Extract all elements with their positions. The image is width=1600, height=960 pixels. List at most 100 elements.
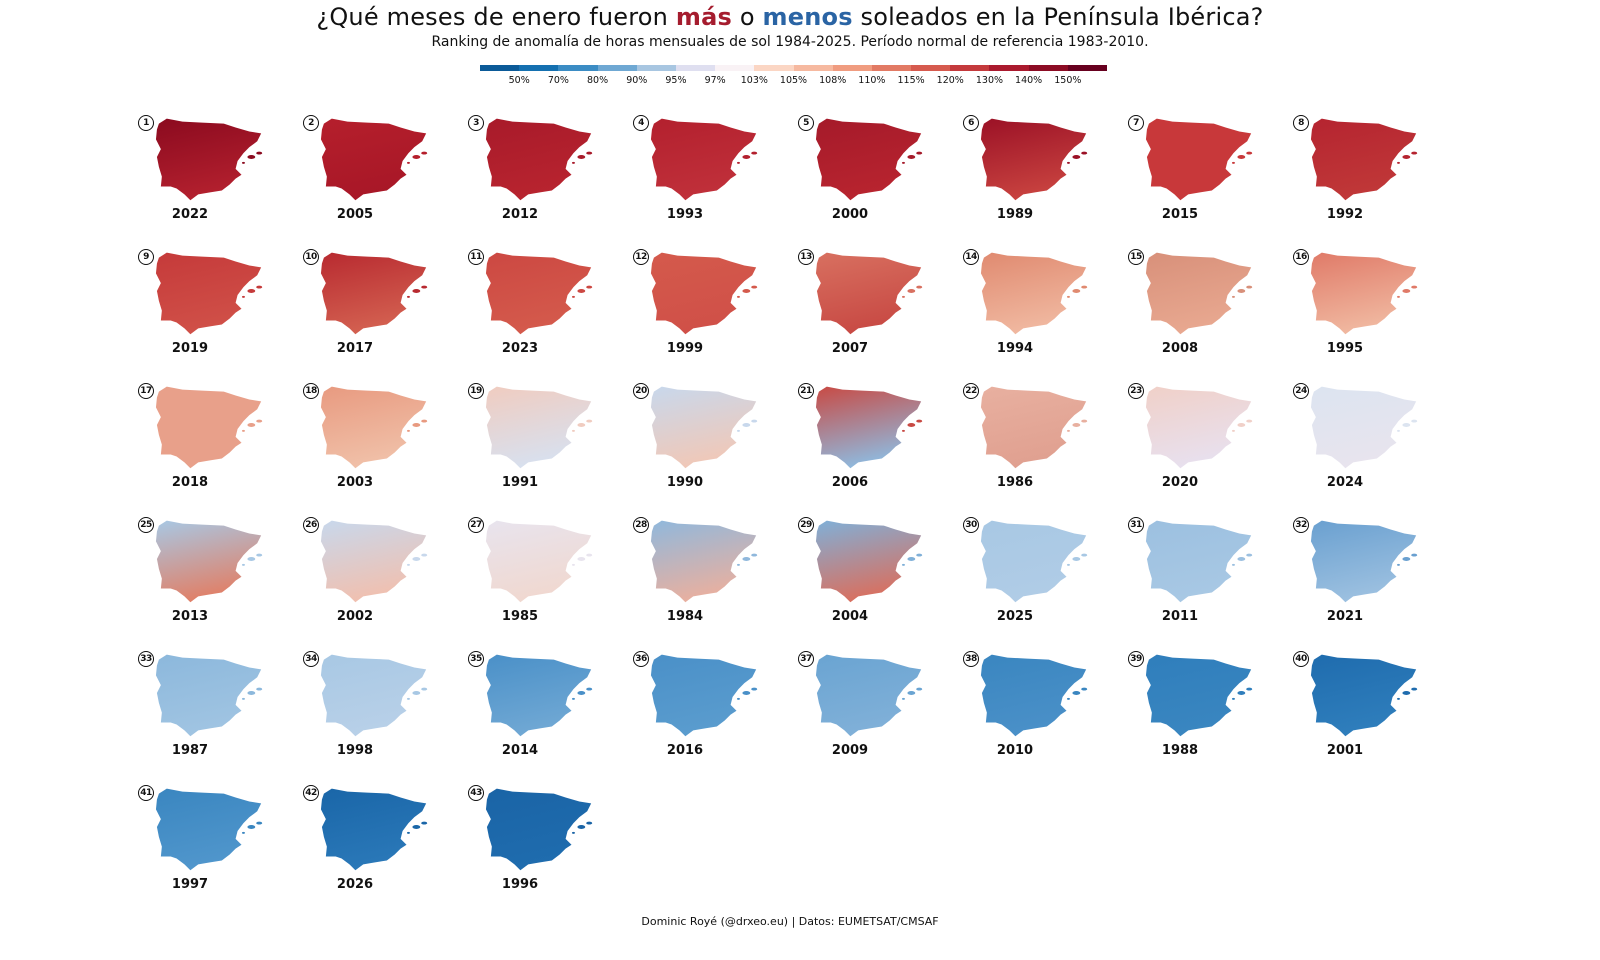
balearic-islands: [736, 295, 740, 298]
iberia-map: [815, 252, 923, 335]
iberia-map: [485, 386, 593, 469]
balearic-islands: [1081, 553, 1088, 557]
year-label: 2000: [831, 207, 869, 222]
peninsula-shape: [155, 118, 262, 201]
legend-swatch: [675, 65, 716, 71]
rank-badge: 6: [963, 115, 979, 131]
map-panel: 25 2013: [138, 513, 298, 643]
map-panel: 30 2025: [963, 513, 1123, 643]
rank-badge: 32: [1293, 517, 1309, 533]
year-label: 2012: [501, 207, 539, 222]
iberia-map: [485, 118, 593, 201]
balearic-islands: [1231, 295, 1235, 298]
iberia-map: [980, 386, 1088, 469]
map-panel: 8 1992: [1293, 111, 1453, 241]
balearic-islands: [1231, 429, 1235, 432]
peninsula-shape: [155, 386, 262, 469]
iberia-map: [650, 118, 758, 201]
balearic-islands: [736, 697, 740, 700]
legend-swatch: [715, 65, 755, 71]
map-panel: 21 2006: [798, 379, 958, 509]
balearic-islands: [256, 151, 263, 155]
balearic-islands: [751, 285, 758, 289]
map-panel: 4 1993: [633, 111, 793, 241]
iberia-map: [1310, 386, 1418, 469]
legend-swatch: [597, 65, 637, 71]
iberia-map: [1310, 118, 1418, 201]
year-label: 2017: [336, 341, 374, 356]
balearic-islands: [916, 285, 923, 289]
balearic-islands: [247, 557, 256, 561]
map-panel: 18 2003: [303, 379, 463, 509]
rank-badge: 8: [1293, 115, 1309, 131]
rank-badge: 21: [798, 383, 814, 399]
year-label: 2026: [336, 877, 374, 892]
legend-label: 150%: [1054, 75, 1082, 86]
iberia-map: [485, 788, 593, 871]
balearic-islands: [1072, 557, 1081, 561]
legend-swatch: [1028, 65, 1068, 71]
balearic-islands: [742, 289, 751, 293]
balearic-islands: [1396, 429, 1400, 432]
balearic-islands: [916, 419, 923, 423]
legend-label: 110%: [858, 75, 886, 86]
title-more: más: [675, 3, 732, 31]
iberia-map: [650, 386, 758, 469]
year-label: 2021: [1326, 609, 1364, 624]
iberia-map: [155, 788, 263, 871]
balearic-islands: [241, 831, 245, 834]
legend-swatch: [832, 65, 872, 71]
year-label: 1984: [666, 609, 704, 624]
peninsula-shape: [815, 654, 922, 737]
balearic-islands: [907, 557, 916, 561]
balearic-islands: [1396, 161, 1400, 164]
balearic-islands: [1066, 295, 1070, 298]
legend-swatch: [480, 65, 520, 71]
rank-badge: 16: [1293, 249, 1309, 265]
map-panel: 7 2015: [1128, 111, 1288, 241]
iberia-map: [155, 118, 263, 201]
map-panel: 15 2008: [1128, 245, 1288, 375]
peninsula-shape: [815, 118, 922, 201]
legend-label: 95%: [665, 75, 687, 86]
balearic-islands: [421, 285, 428, 289]
iberia-map: [815, 520, 923, 603]
peninsula-shape: [980, 118, 1087, 201]
rank-badge: 40: [1293, 651, 1309, 667]
map-panel: 5 2000: [798, 111, 958, 241]
year-label: 2007: [831, 341, 869, 356]
year-label: 2009: [831, 743, 869, 758]
map-panel: 9 2019: [138, 245, 298, 375]
iberia-map: [320, 520, 428, 603]
balearic-islands: [406, 295, 410, 298]
rank-badge: 23: [1128, 383, 1144, 399]
rank-badge: 41: [138, 785, 154, 801]
rank-badge: 28: [633, 517, 649, 533]
iberia-map: [650, 520, 758, 603]
year-label: 2020: [1161, 475, 1199, 490]
peninsula-shape: [1145, 386, 1252, 469]
legend-swatch: [793, 65, 833, 71]
map-panel: 14 1994: [963, 245, 1123, 375]
balearic-islands: [406, 161, 410, 164]
legend-label: 80%: [587, 75, 609, 86]
balearic-islands: [1396, 697, 1400, 700]
map-panel: 11 2023: [468, 245, 628, 375]
rank-badge: 42: [303, 785, 319, 801]
balearic-islands: [1072, 289, 1081, 293]
legend-label: 103%: [740, 75, 768, 86]
balearic-islands: [421, 821, 428, 825]
balearic-islands: [1072, 691, 1081, 695]
legend-label: 115%: [897, 75, 925, 86]
map-panel: 3 2012: [468, 111, 628, 241]
balearic-islands: [742, 155, 751, 159]
iberia-map: [155, 654, 263, 737]
legend-swatch: [911, 65, 951, 71]
map-panel: 26 2002: [303, 513, 463, 643]
balearic-islands: [1411, 151, 1418, 155]
peninsula-shape: [320, 118, 427, 201]
map-panel: 37 2009: [798, 647, 958, 777]
legend-label: 105%: [779, 75, 808, 86]
map-panel: 20 1990: [633, 379, 793, 509]
balearic-islands: [1246, 419, 1253, 423]
